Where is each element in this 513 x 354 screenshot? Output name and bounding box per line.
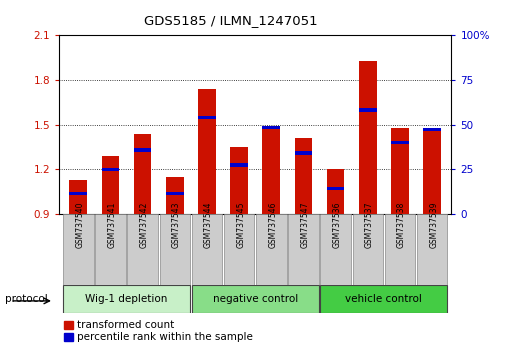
Text: GSM737536: GSM737536 [333, 202, 342, 248]
Text: GSM737546: GSM737546 [268, 202, 278, 248]
Bar [423, 128, 441, 214]
Text: GSM737543: GSM737543 [172, 202, 181, 248]
Bar [95, 214, 126, 285]
Bar [359, 61, 377, 214]
Text: GSM737545: GSM737545 [236, 202, 245, 248]
Bar [63, 285, 190, 313]
Bar [102, 168, 120, 171]
Bar [230, 147, 248, 214]
Bar [294, 152, 312, 155]
Bar [102, 156, 120, 214]
Bar [320, 214, 351, 285]
Bar [69, 180, 87, 214]
Bar [63, 214, 93, 285]
Bar [327, 187, 345, 190]
Bar [69, 192, 87, 195]
Text: GSM737538: GSM737538 [397, 202, 406, 248]
Legend: transformed count, percentile rank within the sample: transformed count, percentile rank withi… [64, 320, 252, 342]
Bar [256, 214, 287, 285]
Bar [288, 214, 319, 285]
Text: negative control: negative control [212, 294, 298, 304]
Text: GSM737542: GSM737542 [140, 202, 149, 248]
Text: Wig-1 depletion: Wig-1 depletion [85, 294, 168, 304]
Bar [263, 126, 280, 214]
Bar [391, 128, 409, 214]
Bar [320, 285, 447, 313]
Bar [198, 116, 216, 119]
Bar [224, 214, 254, 285]
Bar [352, 214, 383, 285]
Bar [230, 163, 248, 167]
Bar [166, 192, 184, 195]
Bar [327, 170, 345, 214]
Text: GSM737547: GSM737547 [301, 202, 309, 248]
Bar [192, 285, 319, 313]
Text: GSM737540: GSM737540 [75, 202, 85, 248]
Bar [391, 141, 409, 144]
Text: vehicle control: vehicle control [345, 294, 422, 304]
Text: GSM737544: GSM737544 [204, 202, 213, 248]
Bar [423, 127, 441, 131]
Text: protocol: protocol [5, 294, 48, 304]
Bar [134, 148, 151, 152]
Bar [127, 214, 158, 285]
Bar [166, 177, 184, 214]
Bar [192, 214, 222, 285]
Bar [160, 214, 190, 285]
Bar [134, 134, 151, 214]
Text: GSM737539: GSM737539 [429, 202, 438, 248]
Bar [198, 89, 216, 214]
Bar [263, 126, 280, 130]
Bar [294, 138, 312, 214]
Text: GDS5185 / ILMN_1247051: GDS5185 / ILMN_1247051 [144, 14, 318, 27]
Text: GSM737541: GSM737541 [108, 202, 116, 248]
Bar [385, 214, 415, 285]
Bar [359, 108, 377, 112]
Text: GSM737537: GSM737537 [365, 202, 374, 248]
Bar [417, 214, 447, 285]
